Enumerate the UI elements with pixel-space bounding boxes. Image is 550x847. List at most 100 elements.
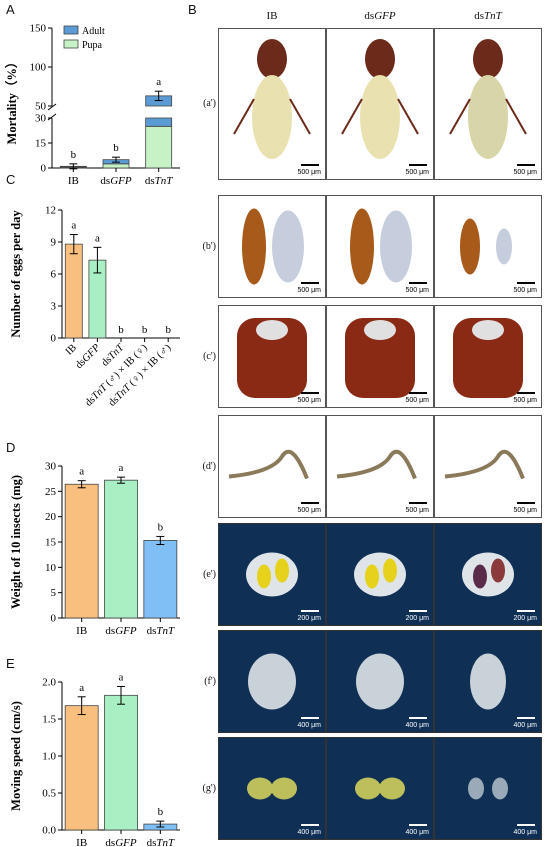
muscle-fiber	[336, 449, 417, 480]
testis-lobe	[468, 777, 484, 800]
significance-letter: b	[113, 142, 119, 154]
y-tick-label: 3	[51, 301, 57, 313]
axis-break-mark	[47, 103, 57, 111]
x-tick-label: IB	[76, 625, 87, 637]
panel-letter-a: A	[6, 2, 15, 17]
scale-bar	[517, 717, 535, 719]
row-label: (f')	[204, 675, 216, 687]
specimen-illustration	[246, 552, 298, 597]
y-tick-label: 100	[30, 62, 47, 74]
y-tick-label: 9	[51, 237, 57, 249]
beetle-head	[257, 39, 287, 79]
scale-bar	[409, 717, 427, 719]
ovariole-cluster	[470, 653, 506, 710]
scale-bar	[517, 502, 535, 504]
specimen-illustration	[444, 449, 525, 480]
bar-adult	[145, 117, 173, 127]
y-axis-title: Moving speed (cm/s)	[9, 701, 23, 811]
significance-letter: b	[142, 324, 148, 336]
specimen-image: 400 μm	[326, 737, 434, 840]
x-tick-label: IB	[76, 837, 87, 847]
significance-letter: b	[158, 806, 164, 818]
y-tick-label: 0	[51, 613, 57, 625]
scale-label: 500 μm	[405, 507, 430, 514]
specimen-illustration	[247, 777, 297, 800]
scale-bar	[301, 610, 319, 612]
specimen-illustration	[242, 208, 304, 285]
scale-label: 200 μm	[297, 615, 322, 622]
bar	[104, 479, 138, 619]
ovary-yolk	[383, 558, 397, 583]
legend-label: Adult	[82, 26, 105, 37]
specimen-image: 500 μm	[434, 28, 542, 180]
row-label: (e')	[203, 568, 216, 580]
row-label: (d')	[202, 460, 216, 472]
significance-letter: a	[79, 682, 84, 694]
legend-swatch	[63, 25, 79, 35]
bar	[143, 540, 178, 619]
y-tick-label: 0.0	[42, 825, 56, 837]
y-tick-label: 2.0	[42, 677, 56, 689]
testis-lobe	[379, 777, 405, 800]
y-tick-label: 15	[45, 537, 57, 549]
significance-letter: a	[156, 76, 161, 88]
column-header: dsGFP	[364, 10, 396, 22]
hindwing	[496, 228, 512, 265]
specimen-illustration	[350, 208, 412, 285]
scale-label: 500 μm	[405, 169, 430, 176]
specimen-illustration	[355, 777, 405, 800]
scale-label: 400 μm	[297, 829, 322, 836]
scale-label: 200 μm	[405, 615, 430, 622]
specimen-image: 500 μm	[434, 415, 542, 518]
scale-label: 500 μm	[297, 169, 322, 176]
y-axis-title: Mortality（%）	[4, 56, 19, 145]
specimen-image: 400 μm	[218, 630, 326, 733]
specimen-image: 500 μm	[218, 28, 326, 180]
y-tick-label: 0	[41, 163, 47, 175]
scale-bar	[517, 164, 535, 166]
significance-letter: a	[119, 462, 124, 474]
y-axis-title: Number of eggs per day	[9, 210, 23, 338]
y-tick-label: 10	[45, 562, 57, 574]
y-tick-label: 50	[35, 101, 47, 113]
thorax	[237, 318, 307, 398]
x-tick-label: dsTnT	[147, 625, 175, 637]
scale-bar	[517, 610, 535, 612]
ovary	[354, 552, 406, 597]
specimen-illustration	[453, 318, 523, 398]
head-cut	[472, 320, 504, 340]
x-tick-label: dsTnT	[147, 837, 175, 847]
y-tick-label: 30	[35, 113, 47, 125]
x-tick-label: dsGFP	[105, 625, 136, 637]
panel-letter-e: E	[6, 656, 15, 671]
x-tick-label: IB	[68, 175, 79, 187]
ovary-yolk	[491, 558, 505, 583]
scale-bar	[301, 502, 319, 504]
specimen-illustration	[449, 39, 527, 159]
specimen-image: 500 μm	[434, 195, 542, 298]
scale-label: 500 μm	[513, 397, 538, 404]
x-tick-label: dsGFP	[105, 837, 136, 847]
ovary	[462, 552, 514, 597]
significance-letter: a	[79, 466, 84, 478]
specimen-image: 400 μm	[326, 630, 434, 733]
scale-bar	[409, 502, 427, 504]
scale-label: 400 μm	[297, 722, 322, 729]
scale-label: 200 μm	[513, 615, 538, 622]
scale-label: 400 μm	[513, 722, 538, 729]
significance-letter: b	[71, 149, 77, 161]
specimen-image: 200 μm	[218, 523, 326, 626]
y-tick-label: 150	[30, 23, 47, 35]
panel-letter-c: C	[6, 172, 16, 187]
y-tick-label: 25	[45, 486, 57, 498]
head-cut	[364, 320, 396, 340]
scale-label: 500 μm	[297, 507, 322, 514]
scale-label: 400 μm	[513, 829, 538, 836]
beetle-leg	[289, 98, 311, 135]
hindwing	[380, 210, 412, 283]
specimen-illustration	[233, 39, 311, 159]
specimen-image: 500 μm	[218, 415, 326, 518]
testis-lobe	[355, 777, 381, 800]
